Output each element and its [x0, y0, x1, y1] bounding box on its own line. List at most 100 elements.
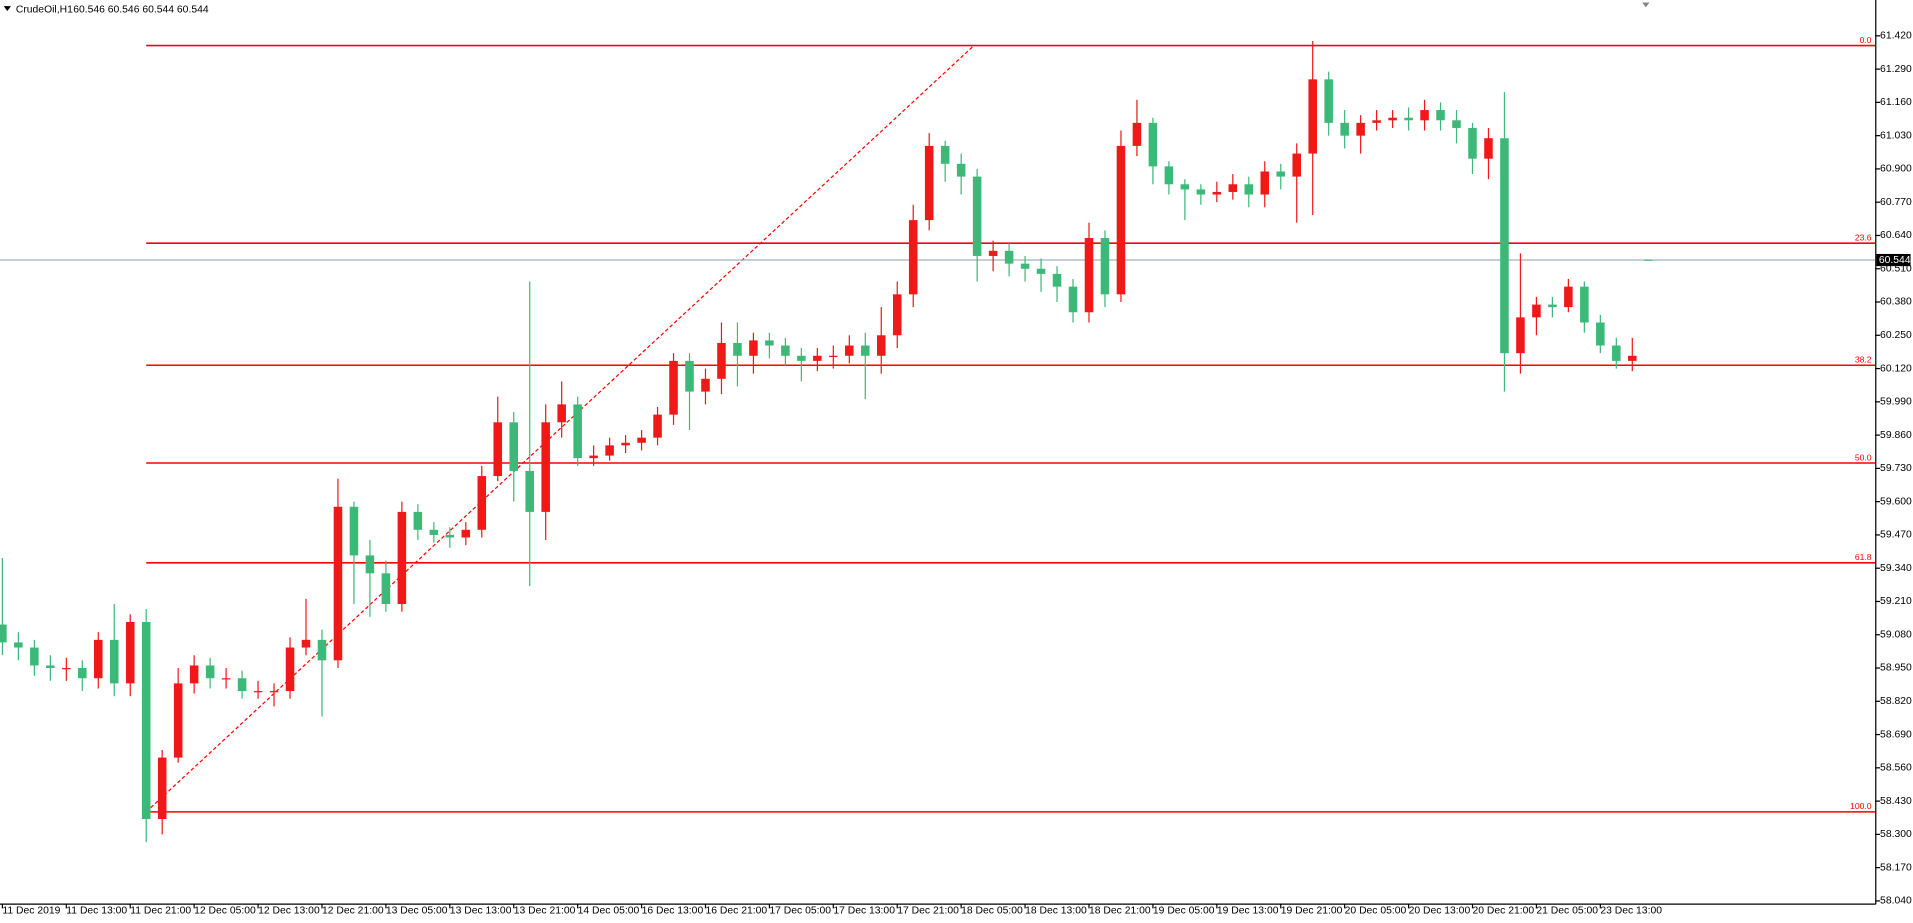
candle-body	[1356, 122, 1365, 136]
candle-body	[189, 665, 199, 684]
x-tick-label: 17 Dec 05:00	[769, 906, 831, 917]
candle-body	[1468, 127, 1477, 159]
candle-body	[892, 294, 902, 336]
y-tick-label: 58.170	[1880, 862, 1912, 873]
candle-body	[845, 345, 854, 356]
candle-body	[14, 642, 23, 648]
fib-label: 23.6	[1855, 233, 1872, 243]
candle-body	[301, 639, 311, 648]
x-tick-label: 20 Dec 13:00	[1409, 906, 1471, 917]
x-tick-label: 11 Dec 2019	[2, 906, 60, 917]
candle-body	[1292, 153, 1301, 177]
y-tick-label: 59.730	[1880, 463, 1912, 474]
menu-arrow[interactable]	[3, 6, 11, 11]
candle-body	[1388, 117, 1397, 121]
candle-body	[1260, 171, 1270, 195]
candle-body	[685, 360, 694, 392]
x-tick-label: 12 Dec 13:00	[258, 906, 320, 917]
candle-body	[956, 163, 966, 177]
candle-body	[749, 340, 758, 356]
candle-body	[221, 678, 231, 680]
x-tick-label: 17 Dec 21:00	[897, 906, 959, 917]
candle-body	[413, 511, 423, 530]
candle-body	[1372, 120, 1381, 123]
candle-body	[1484, 138, 1493, 159]
candle-body	[701, 378, 710, 392]
candle-body	[109, 639, 119, 684]
scroll-arrow[interactable]	[1642, 2, 1650, 8]
candle-body	[1276, 171, 1286, 177]
candle-body	[1020, 263, 1030, 269]
candle-body	[1228, 184, 1238, 192]
y-tick-label: 58.950	[1880, 663, 1912, 674]
candle-body	[1244, 184, 1254, 195]
candle-body	[173, 683, 183, 758]
current-price-label: 60.544	[1879, 255, 1911, 266]
candle-body	[349, 506, 359, 556]
x-tick-label: 18 Dec 21:00	[1089, 906, 1151, 917]
x-tick-label: 12 Dec 21:00	[322, 906, 384, 917]
candle-body	[1580, 286, 1589, 323]
x-tick-label: 17 Dec 13:00	[833, 906, 895, 917]
candle-body	[733, 342, 742, 356]
candle-body	[397, 511, 407, 605]
candle-body	[717, 342, 726, 379]
candle-body	[908, 220, 918, 295]
candle-body	[0, 624, 7, 643]
candle-body	[205, 665, 215, 679]
candle-body	[813, 355, 822, 361]
x-tick-label: 13 Dec 13:00	[450, 906, 512, 917]
candle-body	[493, 422, 503, 477]
candle-body	[1564, 286, 1573, 308]
x-tick-label: 16 Dec 13:00	[642, 906, 704, 917]
candle-body	[317, 639, 327, 661]
candle-body	[1132, 122, 1142, 146]
y-tick-label: 59.860	[1880, 430, 1912, 441]
candle-body	[1100, 238, 1110, 295]
fib-label: 50.0	[1855, 452, 1872, 462]
candle-body	[333, 506, 343, 661]
x-tick-label: 21 Dec 05:00	[1536, 906, 1598, 917]
y-tick-label: 60.900	[1880, 164, 1912, 175]
candle-body	[509, 422, 519, 471]
candle-body	[94, 639, 103, 679]
candle-body	[1084, 238, 1094, 313]
y-tick-label: 58.040	[1880, 896, 1912, 907]
candle-body	[1004, 250, 1014, 264]
candle-body	[972, 176, 982, 256]
candle-body	[1116, 145, 1126, 295]
candle-body	[141, 621, 151, 820]
candle-body	[653, 414, 662, 438]
candle-body	[781, 345, 790, 356]
y-tick-label: 60.250	[1880, 330, 1912, 341]
x-tick-label: 13 Dec 05:00	[386, 906, 448, 917]
candle-body	[157, 757, 167, 820]
y-tick-label: 61.160	[1880, 97, 1912, 108]
candle-body	[1628, 355, 1637, 361]
symbol: CrudeOil,H1	[16, 4, 73, 15]
candle-body	[525, 470, 534, 512]
candle-body	[988, 250, 998, 256]
y-tick-label: 61.420	[1880, 31, 1912, 42]
candle-body	[621, 442, 630, 446]
candle-body	[1612, 345, 1621, 361]
y-tick-label: 58.820	[1880, 696, 1912, 707]
y-tick-label: 58.430	[1880, 796, 1912, 807]
candle-body	[557, 404, 566, 423]
candle-body	[285, 647, 295, 692]
x-tick-label: 14 Dec 05:00	[578, 906, 640, 917]
candle-body	[1308, 79, 1317, 154]
candle-body	[876, 335, 886, 356]
candle-body	[940, 145, 950, 164]
x-tick-label: 13 Dec 21:00	[514, 906, 576, 917]
candle-body	[1036, 268, 1046, 274]
y-tick-label: 61.030	[1880, 130, 1912, 141]
candle-body	[237, 678, 247, 692]
candle-body	[46, 665, 55, 669]
candle-body	[829, 355, 838, 357]
y-tick-label: 58.560	[1880, 763, 1912, 774]
y-tick-label: 59.210	[1880, 596, 1912, 607]
x-tick-label: 11 Dec 21:00	[130, 906, 191, 917]
y-tick-label: 59.990	[1880, 397, 1912, 408]
